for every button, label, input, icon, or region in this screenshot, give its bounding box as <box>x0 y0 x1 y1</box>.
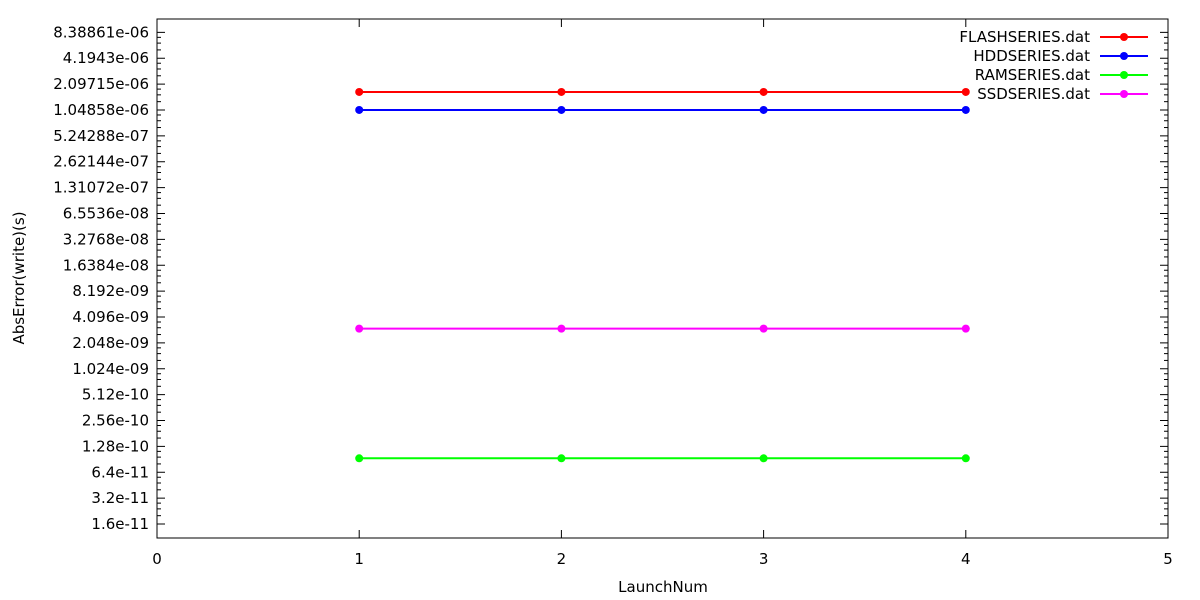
y-tick-label: 2.62144e-07 <box>53 153 149 171</box>
data-point <box>961 454 970 463</box>
series <box>355 87 970 96</box>
y-tick-label: 4.1943e-06 <box>63 49 149 67</box>
y-tick-label: 5.12e-10 <box>82 386 149 404</box>
y-tick-label: 5.24288e-07 <box>53 127 149 145</box>
data-point <box>557 324 566 333</box>
y-tick-label: 2.048e-09 <box>72 334 149 352</box>
series <box>355 454 970 463</box>
series-layer <box>355 87 970 463</box>
y-tick-label: 1.31072e-07 <box>53 179 149 197</box>
y-tick-label: 8.38861e-06 <box>53 23 149 41</box>
data-point <box>961 105 970 114</box>
y-tick-label: 3.2768e-08 <box>63 230 149 248</box>
x-tick-label: 5 <box>1163 550 1173 568</box>
legend-marker <box>1120 71 1128 79</box>
plot-frame <box>156 18 1169 539</box>
series <box>355 324 970 333</box>
x-tick-label: 2 <box>557 550 567 568</box>
x-axis-label: LaunchNum <box>618 578 708 596</box>
x-tick-label: 1 <box>354 550 364 568</box>
data-point <box>961 324 970 333</box>
y-tick-label: 1.04858e-06 <box>53 101 149 119</box>
y-tick-label: 6.4e-11 <box>91 463 149 481</box>
legend-marker <box>1120 90 1128 98</box>
legend-label: HDDSERIES.dat <box>973 47 1090 65</box>
x-tick-label: 0 <box>152 550 162 568</box>
y-tick-label: 1.6384e-08 <box>63 256 149 274</box>
y-tick-label: 6.5536e-08 <box>63 204 149 222</box>
legend-label: RAMSERIES.dat <box>975 66 1090 84</box>
data-point <box>557 105 566 114</box>
series <box>355 105 970 114</box>
legend-marker <box>1120 52 1128 60</box>
data-point <box>355 324 364 333</box>
data-point <box>759 87 768 96</box>
data-point <box>557 454 566 463</box>
data-point <box>961 87 970 96</box>
data-point <box>355 87 364 96</box>
y-tick-label: 1.28e-10 <box>82 437 149 455</box>
x-tick-label: 3 <box>759 550 769 568</box>
legend-marker <box>1120 33 1128 41</box>
legend: FLASHSERIES.datHDDSERIES.datRAMSERIES.da… <box>959 28 1148 103</box>
y-tick-label: 1.024e-09 <box>72 360 149 378</box>
legend-label: SSDSERIES.dat <box>977 85 1090 103</box>
data-point <box>759 324 768 333</box>
y-axis-label: AbsError(write)(s) <box>10 211 28 344</box>
y-tick-label: 4.096e-09 <box>72 308 149 326</box>
data-point <box>557 87 566 96</box>
y-tick-label: 3.2e-11 <box>91 489 149 507</box>
y-tick-label: 8.192e-09 <box>72 282 149 300</box>
x-tick-label: 4 <box>961 550 971 568</box>
data-point <box>355 105 364 114</box>
data-point <box>759 105 768 114</box>
legend-label: FLASHSERIES.dat <box>959 28 1090 46</box>
data-point <box>355 454 364 463</box>
data-point <box>759 454 768 463</box>
y-axis: 1.6e-11 3.2e-11 6.4e-11 1.28e-10 2.56e-10 5.1… <box>53 23 1168 533</box>
y-tick-label: 2.09715e-06 <box>53 75 149 93</box>
y-tick-label: 2.56e-10 <box>82 412 149 430</box>
y-tick-label: 1.6e-11 <box>91 515 149 533</box>
